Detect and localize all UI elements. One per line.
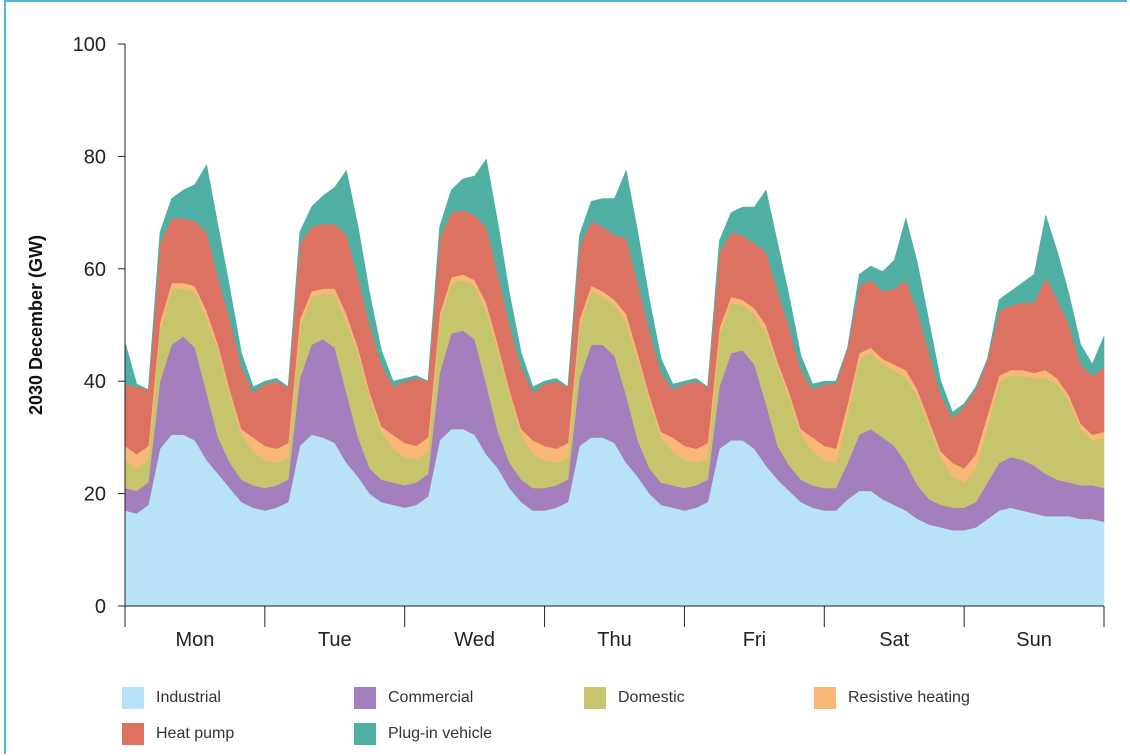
x-tick-label: Thu bbox=[597, 629, 631, 651]
legend-label: Domestic bbox=[618, 689, 685, 706]
legend-label: Commercial bbox=[388, 689, 474, 706]
y-tick-label: 80 bbox=[84, 146, 106, 168]
legend-label: Plug-in vehicle bbox=[388, 725, 493, 742]
legend-item-industrial: Industrial bbox=[122, 687, 354, 709]
stacked-area-chart: 0 20 40 60 80 100 2030 December (GW) Mon Tue Wed T… bbox=[26, 34, 1105, 651]
legend-item-plug-in-vehicle: Plug-in vehicle bbox=[354, 723, 584, 745]
legend-swatch bbox=[122, 687, 144, 709]
legend-swatch bbox=[584, 687, 606, 709]
legend-item-resistive-heating: Resistive heating bbox=[814, 687, 1054, 709]
y-tick-label: 100 bbox=[73, 34, 106, 56]
chart-frame bbox=[4, 0, 1127, 754]
legend-item-commercial: Commercial bbox=[354, 687, 584, 709]
x-tick-label: Tue bbox=[318, 629, 352, 651]
x-tick-label: Wed bbox=[454, 629, 495, 651]
x-tick-label: Sun bbox=[1016, 629, 1052, 651]
x-tick-label: Sat bbox=[879, 629, 909, 651]
y-tick-label: 60 bbox=[84, 259, 106, 281]
legend: Industrial Commercial Domestic Resistive he… bbox=[122, 680, 1112, 754]
legend-item-domestic: Domestic bbox=[584, 687, 814, 709]
x-tick-label: Mon bbox=[175, 629, 214, 651]
y-axis-title: 2030 December (GW) bbox=[26, 235, 46, 415]
legend-swatch bbox=[814, 687, 836, 709]
area-plug-in-vehicle bbox=[124, 158, 1105, 418]
legend-swatch bbox=[122, 723, 144, 745]
legend-label: Industrial bbox=[156, 689, 221, 706]
legend-swatch bbox=[354, 687, 376, 709]
legend-label: Heat pump bbox=[156, 725, 235, 742]
x-tick-label: Fri bbox=[743, 629, 766, 651]
legend-label: Resistive heating bbox=[848, 689, 970, 706]
legend-item-heat-pump: Heat pump bbox=[122, 723, 354, 745]
y-tick-label: 20 bbox=[84, 484, 106, 506]
y-tick-label: 40 bbox=[84, 371, 106, 393]
legend-swatch bbox=[354, 723, 376, 745]
y-tick-label: 0 bbox=[95, 596, 106, 618]
